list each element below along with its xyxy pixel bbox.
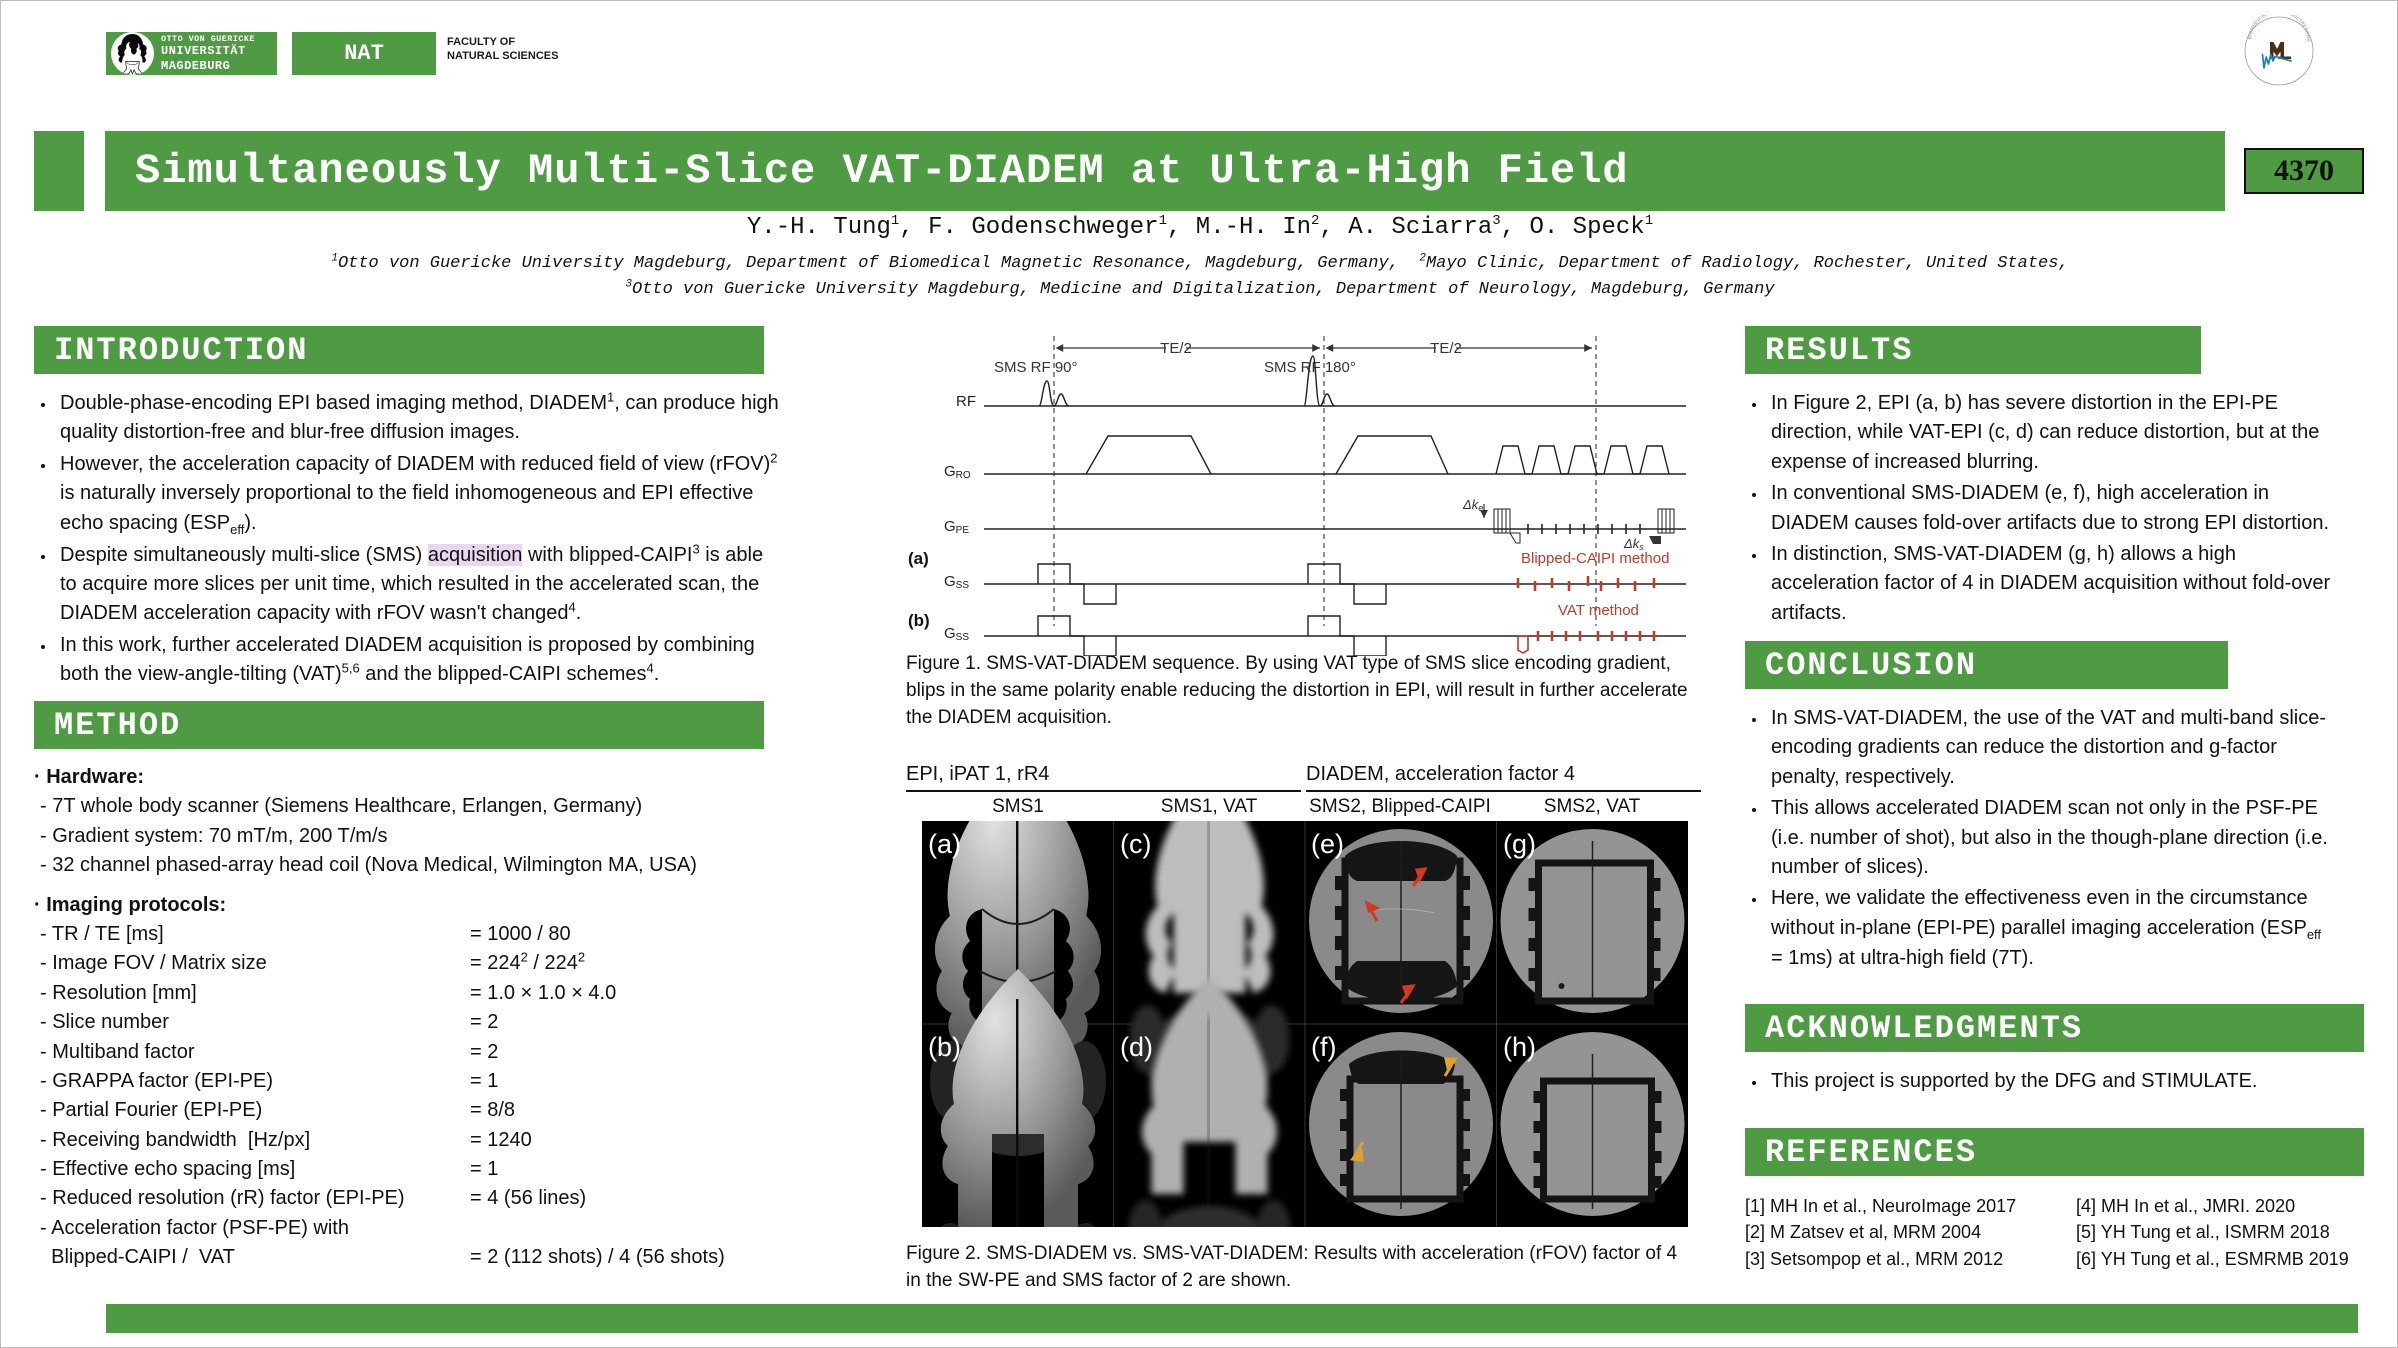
svg-text:BIOMEDIZINISCHE MAGNETRESONANZ: BIOMEDIZINISCHE MAGNETRESONANZ <box>2243 15 2311 43</box>
svg-text:(b): (b) <box>928 1032 961 1062</box>
svg-text:RF: RF <box>956 393 976 410</box>
svg-text:GPE: GPE <box>944 518 969 536</box>
svg-text:(h): (h) <box>1503 1032 1536 1062</box>
svg-text:(a): (a) <box>928 829 961 859</box>
svg-text:(c): (c) <box>1120 829 1151 859</box>
svg-text:Blipped-CAIPI method: Blipped-CAIPI method <box>1521 550 1669 567</box>
svg-text:TE/2: TE/2 <box>1160 340 1192 357</box>
svg-text:(b): (b) <box>908 611 930 630</box>
svg-text:Δke: Δke <box>1462 497 1483 513</box>
svg-text:(a): (a) <box>908 549 929 568</box>
svg-text:SMS RF 90°: SMS RF 90° <box>994 359 1078 376</box>
svg-text:VAT method: VAT method <box>1558 602 1639 619</box>
svg-text:TE/2: TE/2 <box>1430 340 1462 357</box>
svg-text:(e): (e) <box>1311 829 1344 859</box>
svg-text:GSS: GSS <box>944 573 969 591</box>
svg-text:(g): (g) <box>1503 829 1536 859</box>
svg-text:(d): (d) <box>1120 1032 1153 1062</box>
svg-text:GSS: GSS <box>944 625 969 643</box>
svg-text:GRO: GRO <box>944 463 971 481</box>
svg-text:(f): (f) <box>1311 1032 1336 1062</box>
